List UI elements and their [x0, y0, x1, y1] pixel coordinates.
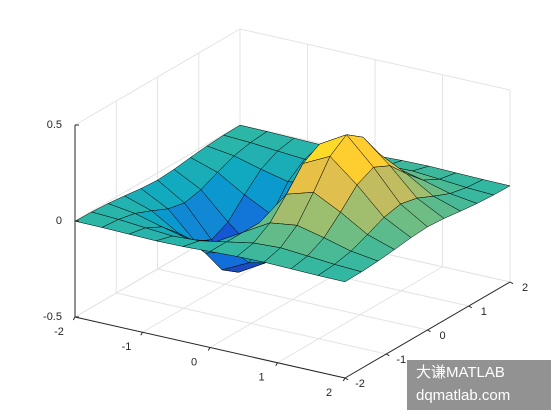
y-tick-label: 0: [439, 330, 445, 342]
watermark-box: [407, 360, 551, 410]
x-tick: [140, 332, 143, 336]
watermark-line: 大谦MATLAB: [416, 364, 505, 381]
grid-line: [239, 28, 511, 91]
axes: -2 -1 0 1 2 -2 -1 0 1 2 -0.5 0 0.5: [43, 119, 528, 399]
y-tick: [468, 305, 472, 309]
y-tick: [509, 281, 514, 285]
z-tick-label: 0: [56, 215, 62, 227]
x-tick-label: -1: [122, 341, 132, 353]
grid-line: [74, 124, 241, 222]
x-tick-label: 0: [191, 356, 197, 368]
y-tick-label: 1: [481, 306, 487, 318]
z-tick-label: -0.5: [43, 311, 62, 323]
grid-line: [157, 268, 428, 331]
x-tick: [342, 377, 346, 382]
y-tick-label: -1: [396, 354, 406, 366]
surface: [74, 124, 511, 283]
y-tick: [344, 377, 349, 381]
x-tick: [72, 316, 76, 321]
x-tick-label: 1: [258, 372, 264, 384]
z-tick-label: 0.5: [47, 119, 62, 131]
y-tick: [427, 329, 431, 333]
y-tick-label: 2: [522, 282, 528, 294]
grid-line: [74, 28, 241, 126]
x-tick-label: 2: [326, 387, 332, 399]
x-tick: [275, 362, 278, 366]
y-tick: [386, 353, 390, 357]
x-tick: [207, 347, 211, 351]
surface-patch: [317, 264, 363, 283]
x-tick-label: -2: [54, 326, 64, 338]
watermark: 大谦MATLAB dqmatlab.com: [407, 360, 551, 410]
watermark-line: dqmatlab.com: [416, 387, 510, 404]
grid-line: [116, 292, 387, 355]
y-tick-label: -2: [355, 378, 365, 390]
